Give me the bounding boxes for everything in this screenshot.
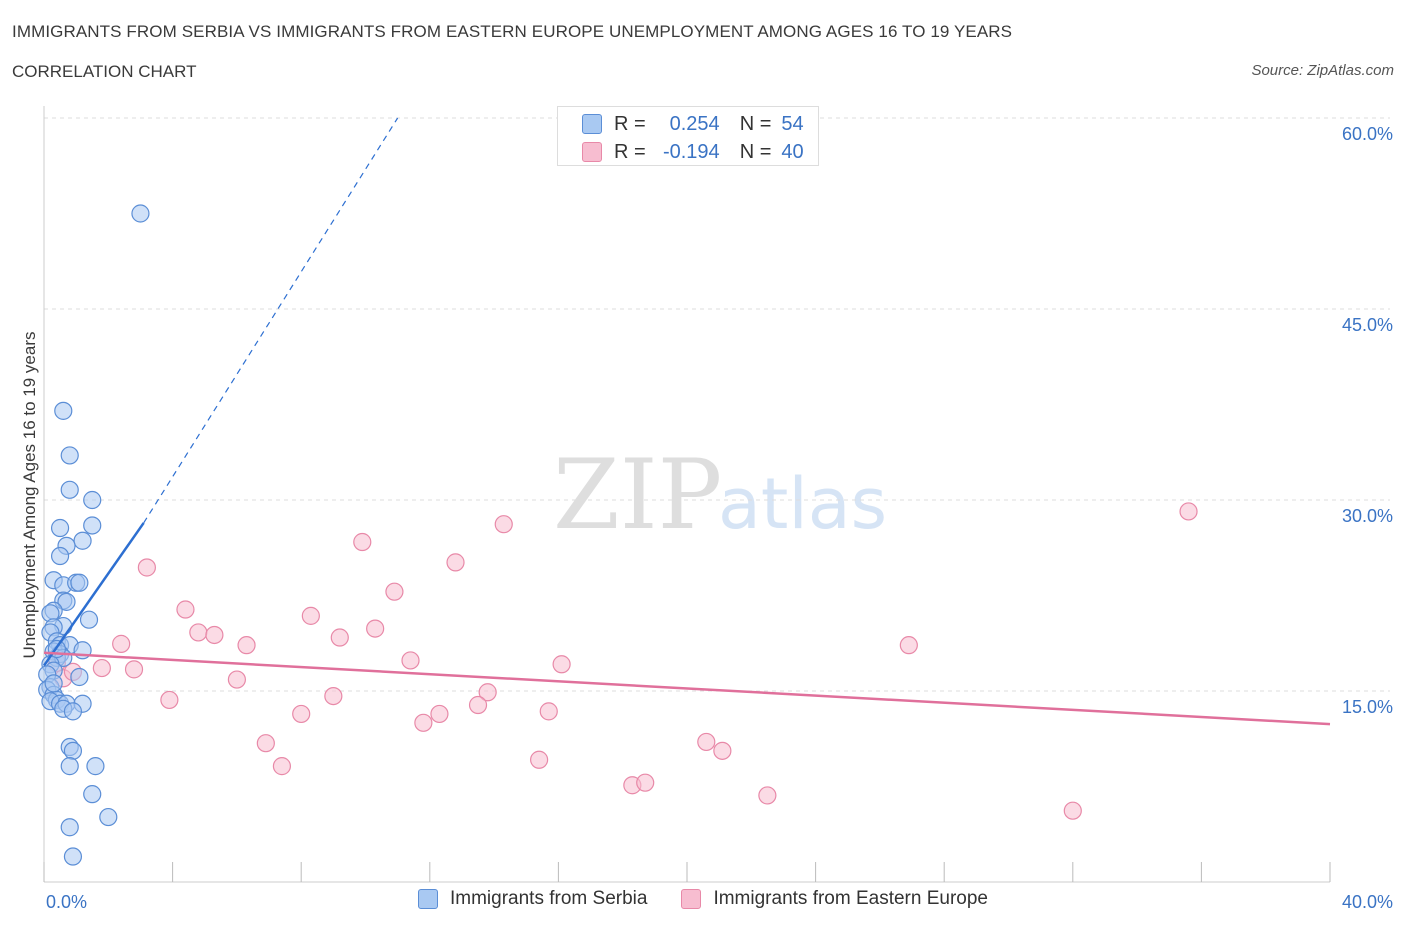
- trend-lines: [42, 117, 1331, 726]
- y-tick-label: 45.0%: [1342, 315, 1393, 335]
- serbia-point: [63, 741, 83, 760]
- eeurope-point: [292, 704, 311, 724]
- axes: [43, 106, 1331, 883]
- eeurope-point: [92, 658, 111, 678]
- eeurope-point: [530, 750, 549, 769]
- serbia-point: [60, 818, 79, 837]
- legend-row-eeurope: R = -0.194 N = 40: [582, 138, 804, 166]
- eeurope-point: [478, 683, 497, 702]
- serbia-point: [54, 401, 73, 420]
- serbia-point: [83, 785, 102, 804]
- eeurope-point: [414, 713, 433, 732]
- serbia-point: [70, 573, 89, 592]
- eeurope-point: [446, 553, 465, 572]
- serbia-point: [63, 702, 83, 721]
- y-tick-label: 30.0%: [1342, 506, 1393, 526]
- eeurope-point: [189, 623, 208, 642]
- eeurope-point: [468, 695, 488, 715]
- eeurope-point: [227, 670, 246, 689]
- eeurope-point: [1063, 801, 1082, 820]
- eeurope-point: [160, 690, 179, 710]
- x-tick-label-max: 40.0%: [1342, 892, 1393, 912]
- legend-item-serbia: Immigrants from Serbia: [418, 888, 647, 910]
- eeurope-point: [256, 734, 275, 753]
- eeurope-point: [366, 619, 385, 638]
- serbia-point: [50, 546, 70, 566]
- tick-labels: 15.0% 30.0% 45.0% 60.0% 0.0% 40.0%: [46, 124, 1393, 912]
- serbia-point: [63, 847, 83, 866]
- legend-swatch-serbia: [582, 114, 602, 134]
- watermark-zip: ZIP: [553, 439, 722, 551]
- eeurope-point: [353, 532, 372, 552]
- eeurope-point: [1179, 502, 1198, 521]
- serbia-points: [38, 204, 150, 866]
- serbia-point: [44, 674, 63, 693]
- y-tick-label: 60.0%: [1342, 124, 1393, 144]
- grid-lines: [44, 117, 1390, 692]
- serbia-point: [70, 667, 89, 687]
- source-label: Source: ZipAtlas.com: [1251, 62, 1394, 79]
- eeurope-point: [324, 686, 343, 706]
- legend-n-label: N =: [739, 112, 772, 135]
- eeurope-point: [137, 558, 156, 577]
- eeurope-point: [385, 582, 404, 601]
- legend-row-serbia: R = 0.254 N = 54: [582, 110, 804, 138]
- legend-n-value: 40: [781, 140, 804, 163]
- serbia-point: [60, 480, 79, 499]
- legend-swatch-eeurope: [582, 142, 602, 162]
- legend-r-value: -0.194: [662, 140, 720, 163]
- serbia-trend-extension: [143, 117, 399, 524]
- legend-label-eeurope: Immigrants from Eastern Europe: [713, 888, 988, 909]
- eeurope-point: [205, 625, 224, 645]
- serbia-point: [57, 592, 76, 611]
- eeurope-point: [494, 515, 513, 534]
- watermark-atlas: atlas: [718, 463, 887, 545]
- serbia-point: [83, 490, 102, 510]
- chart-title: IMMIGRANTS FROM SERBIA VS IMMIGRANTS FRO…: [12, 22, 1013, 41]
- eeurope-point: [272, 757, 292, 776]
- serbia-point: [83, 516, 102, 535]
- eeurope-point: [124, 660, 144, 679]
- legend-r-label: R =: [614, 112, 646, 135]
- chart-subtitle: CORRELATION CHART: [12, 62, 197, 81]
- eeurope-point: [112, 634, 131, 653]
- eeurope-point: [401, 651, 420, 670]
- legend-item-eeurope: Immigrants from Eastern Europe: [681, 888, 988, 910]
- eeurope-point: [697, 732, 716, 752]
- legend-swatch-serbia: [418, 889, 438, 909]
- eeurope-point: [552, 655, 571, 674]
- serbia-point: [60, 446, 79, 465]
- legend-label-serbia: Immigrants from Serbia: [450, 888, 648, 909]
- legend-n-value: 54: [781, 112, 804, 135]
- legend-r-label: R =: [614, 140, 646, 163]
- serbia-trend-line: [42, 522, 145, 667]
- eeurope-point: [430, 704, 449, 724]
- eeurope-point: [301, 606, 320, 625]
- legend-n-label: N =: [739, 140, 772, 163]
- serbia-point: [131, 204, 150, 223]
- serbia-point: [73, 531, 92, 550]
- x-tick-label-min: 0.0%: [46, 892, 87, 912]
- eeurope-point: [899, 636, 918, 655]
- eeurope-point: [713, 741, 732, 760]
- eeurope-point: [330, 628, 349, 647]
- eeurope-point: [758, 786, 777, 805]
- correlation-legend: R = 0.254 N = 54 R = -0.194 N = 40: [557, 106, 819, 166]
- eeurope-point: [237, 636, 256, 655]
- eeurope-point: [176, 600, 195, 619]
- serbia-point: [79, 610, 99, 629]
- eeurope-point: [539, 702, 558, 721]
- legend-r-value: 0.254: [669, 112, 720, 135]
- serbia-point: [86, 757, 105, 776]
- y-tick-label: 15.0%: [1342, 697, 1393, 717]
- serbia-point: [50, 518, 70, 538]
- eeurope-trend-line: [43, 651, 1331, 726]
- eeurope-point: [636, 773, 655, 792]
- serbia-point: [99, 807, 118, 827]
- series-legend: Immigrants from Serbia Immigrants from E…: [0, 888, 1406, 910]
- legend-swatch-eeurope: [681, 889, 702, 909]
- serbia-point: [60, 757, 79, 776]
